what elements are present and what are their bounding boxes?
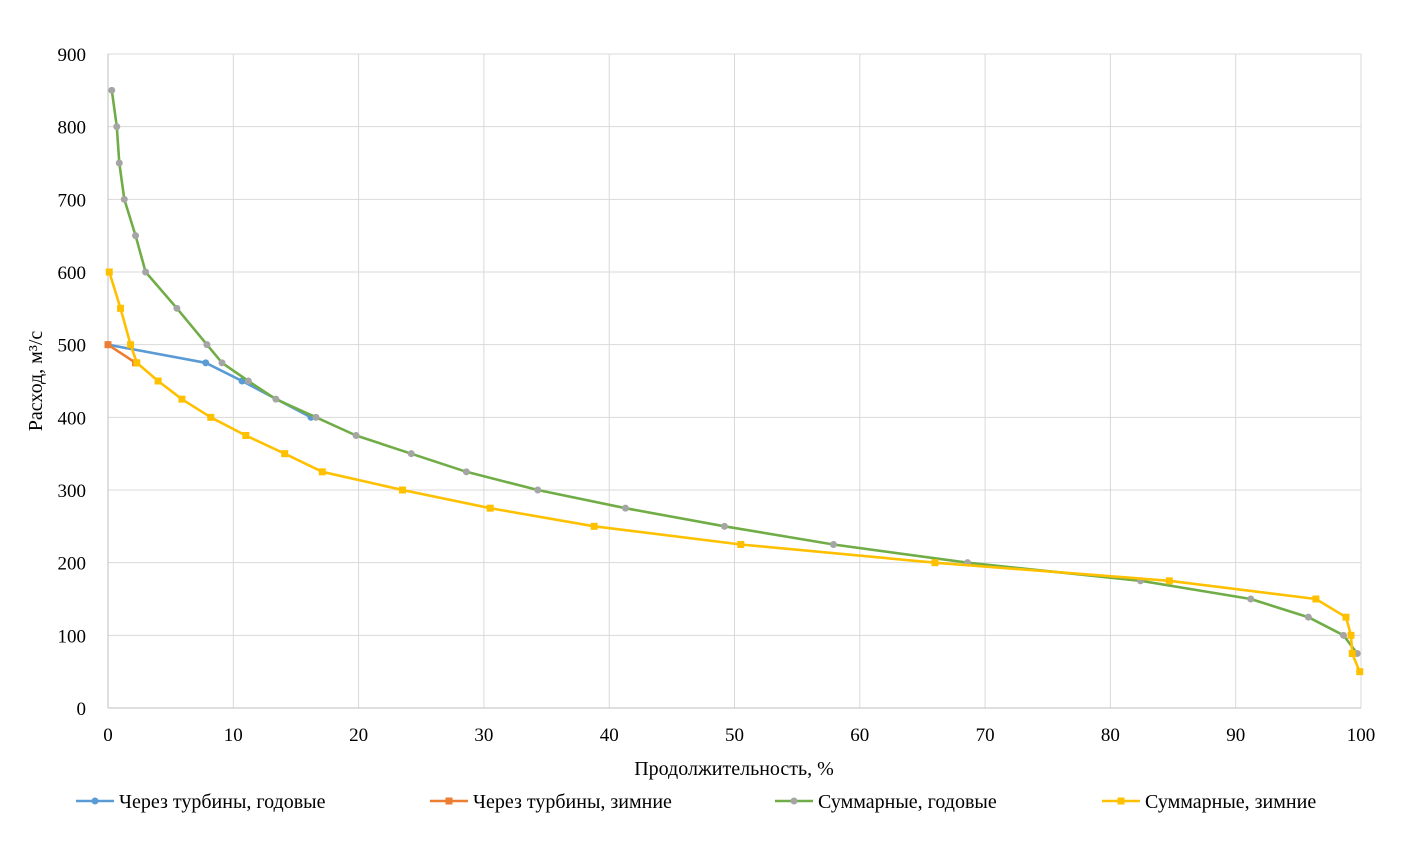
series-4-point [737, 541, 745, 548]
series-3-point [534, 486, 542, 494]
x-tick-label: 70 [976, 725, 995, 746]
series-4-point [242, 432, 250, 439]
x-axis-title: Продолжительность, % [634, 758, 834, 780]
series-4-group [105, 268, 1364, 676]
series-4-point [486, 504, 494, 512]
y-tick-label: 600 [58, 263, 87, 284]
series-3-point [203, 341, 211, 349]
series-3-point [173, 304, 181, 312]
series-4-point [590, 522, 598, 530]
legend-swatch-marker [790, 797, 798, 805]
x-tick-label: 100 [1347, 725, 1376, 746]
x-tick-label: 10 [224, 725, 243, 746]
legend-item-4: Суммарные, зимние [1102, 791, 1316, 813]
y-tick-label: 800 [58, 118, 87, 139]
series-3-point [115, 159, 123, 167]
series-3-point [462, 468, 470, 476]
series-4-point [398, 486, 406, 494]
series-3-point [1339, 631, 1347, 639]
series-3-point [244, 377, 252, 385]
legend-label: Суммарные, годовые [818, 791, 997, 813]
series-3-point [108, 86, 116, 94]
series-3-point [621, 504, 629, 512]
x-tick-label: 0 [103, 725, 113, 746]
tick-labels: 0 100 200 300 400 500 600 700 800 900 0 10 20 30 40 50 6… [58, 45, 1376, 746]
legend-item-3: Суммарные, годовые [775, 791, 997, 813]
y-tick-label: 700 [58, 190, 87, 211]
y-tick-label: 200 [58, 554, 87, 575]
series-2-line [107, 343, 137, 364]
series-3-point [272, 395, 280, 403]
axes [107, 54, 1361, 709]
y-axis-title: Расход, м³/с [25, 331, 47, 432]
series-3-point [120, 195, 128, 203]
legend-label: Суммарные, зимние [1145, 791, 1316, 813]
series-4-point [207, 413, 215, 421]
x-tick-label: 60 [850, 725, 869, 746]
series-4-point [1342, 613, 1350, 621]
x-tick-label: 40 [600, 725, 619, 746]
series-3-point [312, 413, 320, 421]
series-3-point [352, 432, 360, 439]
series-1-point [202, 359, 210, 367]
series-4-point [1356, 668, 1364, 676]
series-4-point [281, 450, 289, 458]
y-tick-label: 400 [58, 408, 87, 429]
grid [108, 53, 1362, 708]
series-4-point [154, 377, 162, 385]
series-4-point [178, 395, 186, 403]
y-tick-label: 500 [58, 336, 87, 357]
legend-item-2: Через турбины, зимние [430, 791, 672, 813]
x-tick-label: 80 [1101, 725, 1120, 746]
series-4-point [1165, 577, 1173, 585]
y-tick-label: 100 [58, 626, 87, 647]
y-tick-label: 900 [58, 45, 87, 66]
series-2-point [104, 341, 112, 349]
legend-label: Через турбины, зимние [473, 791, 672, 813]
series-4-point [117, 304, 125, 312]
series-4-point [1347, 631, 1355, 639]
x-tick-label: 30 [474, 725, 493, 746]
legend-item-1: Через турбины, годовые [76, 791, 326, 813]
series-3-point [1247, 595, 1255, 603]
series-4-point [931, 559, 939, 567]
series-4-point [133, 359, 141, 367]
series-1-line [107, 343, 312, 419]
series-4-point [318, 468, 326, 476]
series-3-point [829, 541, 837, 548]
series-3-point [407, 450, 415, 458]
series-3-point [1304, 613, 1312, 621]
series-3-group [108, 86, 1361, 657]
y-tick-label: 0 [77, 699, 87, 720]
series-4-point [127, 341, 135, 349]
series-3-point [132, 232, 140, 240]
series-3-point [113, 123, 121, 131]
series-layer [104, 86, 1364, 676]
x-tick-label: 50 [725, 725, 744, 746]
legend-swatch-marker [91, 797, 99, 805]
legend-swatch-marker [445, 797, 453, 805]
legend: Через турбины, годовые Через турбины, зим… [76, 791, 1316, 813]
legend-swatch-marker [1117, 797, 1125, 805]
series-4-point [105, 268, 113, 276]
series-3-point [720, 522, 728, 530]
series-3-point [218, 359, 226, 367]
series-4-point [1312, 595, 1320, 603]
series-4-point [1348, 650, 1356, 657]
x-tick-label: 90 [1226, 725, 1245, 746]
legend-label: Через турбины, годовые [119, 791, 326, 813]
series-1-group [104, 341, 315, 421]
series-3-point [142, 268, 150, 276]
y-tick-label: 300 [58, 481, 87, 502]
x-tick-label: 20 [349, 725, 368, 746]
